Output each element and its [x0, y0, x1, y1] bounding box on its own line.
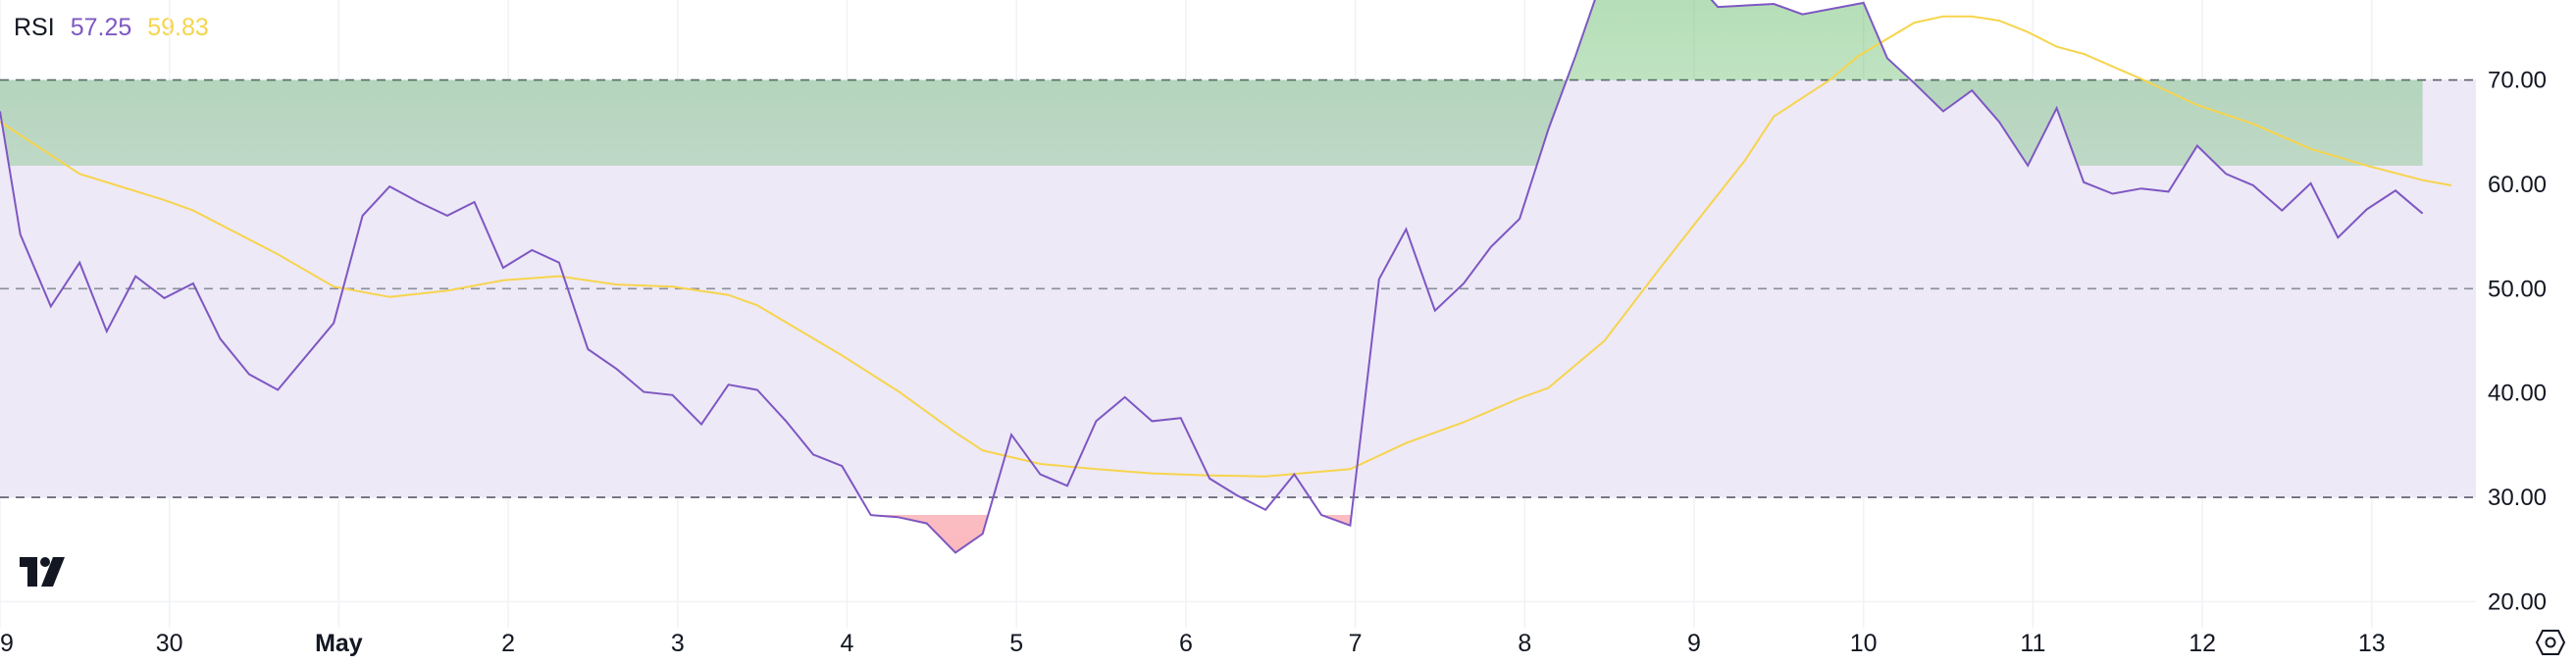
x-tick-label: 6: [1179, 630, 1193, 657]
overbought-fill: [0, 0, 2423, 166]
threshold-fills: [0, 0, 2423, 553]
y-tick-label: 70.00: [2488, 68, 2547, 94]
y-tick-label: 20.00: [2488, 588, 2547, 615]
legend-rsi-value: 57.25: [70, 14, 132, 41]
y-tick-label: 40.00: [2488, 381, 2547, 407]
x-tick-label: 13: [2358, 630, 2386, 657]
settings-icon[interactable]: [2535, 630, 2566, 655]
y-tick-label: 50.00: [2488, 276, 2547, 302]
legend-indicator-name: RSI: [14, 14, 55, 41]
x-tick-label: 29: [0, 630, 14, 657]
rsi-line: [0, 0, 2424, 554]
tradingview-logo[interactable]: [20, 557, 65, 587]
x-tick-label: 8: [1518, 630, 1531, 657]
x-tick-label: 12: [2189, 630, 2216, 657]
x-tick-label: 30: [156, 630, 183, 657]
legend-ma-value: 59.83: [147, 14, 209, 41]
y-tick-label: 30.00: [2488, 485, 2547, 511]
oversold-fill: [870, 515, 1352, 553]
x-tick-label: 4: [841, 630, 854, 657]
rsi-ma-line: [0, 15, 2452, 478]
y-tick-label: 60.00: [2488, 172, 2547, 198]
x-tick-label: 5: [1009, 630, 1023, 657]
x-tick-label: 7: [1349, 630, 1363, 657]
x-tick-label: 10: [1850, 630, 1878, 657]
x-axis: 29 30 May 2 3 4 5 6 7 8 9 10 11 12 13: [0, 630, 2386, 657]
x-tick-label: 9: [1687, 630, 1701, 657]
x-tick-label: 11: [2020, 630, 2045, 657]
x-tick-label: 2: [501, 630, 515, 657]
x-tick-label: May: [315, 630, 363, 657]
x-tick-label: 3: [671, 630, 685, 657]
legend: RSI 57.25 59.83: [14, 14, 209, 42]
